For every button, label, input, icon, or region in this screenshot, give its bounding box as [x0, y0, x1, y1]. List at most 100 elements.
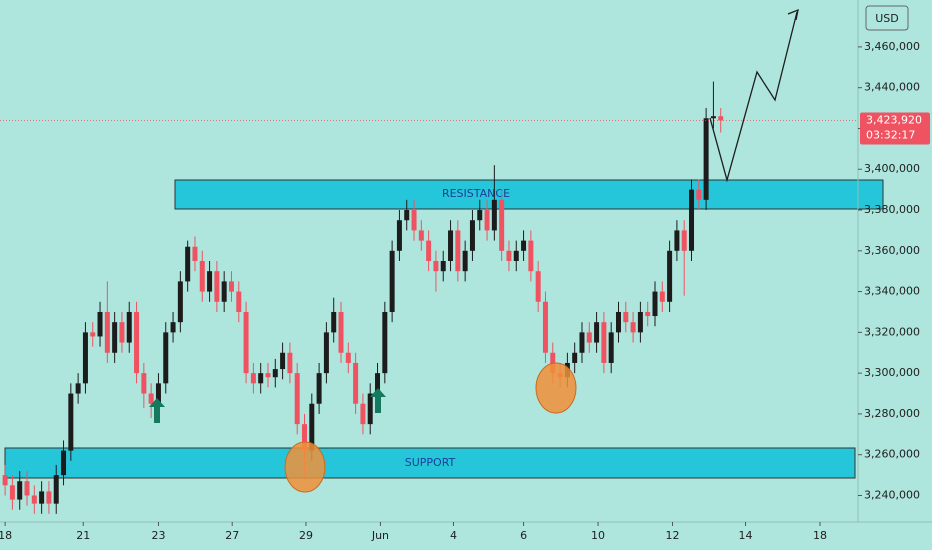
- arrow-up: [149, 398, 165, 423]
- candle-body: [404, 210, 410, 221]
- currency: USD: [875, 12, 899, 25]
- candle-body: [652, 291, 658, 317]
- candle-body: [382, 311, 388, 374]
- x-tick-label: 4: [450, 529, 457, 542]
- candle-body: [243, 311, 249, 374]
- candle-body: [170, 322, 176, 333]
- candle-body: [367, 393, 373, 425]
- y-tick-label: 3,460,000: [864, 40, 920, 53]
- candle-body: [2, 475, 8, 486]
- candle-body: [710, 116, 716, 119]
- x-tick-label: 18: [0, 529, 12, 542]
- candle-body: [681, 230, 687, 251]
- candle-body: [265, 373, 271, 378]
- candle-body: [68, 393, 74, 451]
- candle-body: [477, 210, 483, 221]
- candle-body: [250, 373, 256, 384]
- candle-body: [579, 332, 585, 353]
- candle-body: [615, 311, 621, 333]
- candle-body: [53, 475, 59, 504]
- projection-head: [787, 8, 799, 21]
- circle: [284, 441, 326, 493]
- candle-body: [141, 373, 147, 394]
- candle-body: [513, 250, 519, 261]
- candle-body: [389, 250, 395, 312]
- candle-body: [75, 383, 81, 394]
- candle-body: [199, 261, 205, 292]
- candle-body: [309, 403, 315, 451]
- candle-body: [316, 373, 322, 404]
- candle-body: [221, 281, 227, 302]
- candle-body: [46, 491, 52, 504]
- last-price: 3,423,920: [866, 113, 922, 126]
- candle-body: [177, 281, 183, 323]
- x-tick-label: 14: [739, 529, 753, 542]
- candle-body: [331, 311, 337, 333]
- candle-body: [630, 322, 636, 333]
- candle-body: [155, 383, 161, 404]
- candle-body: [104, 311, 110, 353]
- candle-body: [696, 189, 702, 200]
- candle-body: [82, 332, 88, 384]
- y-tick-label: 3,320,000: [864, 325, 920, 338]
- candle-body: [418, 230, 424, 241]
- candle-body: [301, 424, 307, 451]
- candles: [2, 81, 724, 514]
- price-box: [860, 112, 930, 145]
- candle-body: [192, 246, 198, 261]
- candle-body: [163, 332, 169, 384]
- x-tick-label: 29: [299, 529, 313, 542]
- y-tick-label: 3,260,000: [864, 448, 920, 461]
- candle-body: [718, 116, 724, 121]
- candle-body: [594, 322, 600, 343]
- candle-body: [17, 481, 23, 500]
- candle-body: [535, 271, 541, 302]
- y-tick-label: 3,300,000: [864, 366, 920, 379]
- y-tick-label: 3,240,000: [864, 488, 920, 501]
- candle-body: [90, 332, 96, 337]
- candle-body: [645, 311, 651, 317]
- x-tick-label: 18: [813, 529, 827, 542]
- currency-box: [865, 5, 909, 31]
- candle-body: [323, 332, 329, 374]
- candle-body: [440, 261, 446, 272]
- candle-body: [126, 311, 132, 343]
- resistance-label: RESISTANCE: [442, 187, 510, 200]
- candle-body: [426, 240, 432, 261]
- candle-body: [119, 322, 125, 343]
- candle-body: [521, 240, 527, 251]
- candle-body: [236, 291, 242, 312]
- candle-body: [491, 199, 497, 231]
- candle-body: [411, 210, 417, 231]
- candle-body: [112, 322, 118, 353]
- candle-body: [674, 230, 680, 251]
- candle-body: [455, 230, 461, 272]
- candle-body: [462, 250, 468, 272]
- resistance-zone: [174, 179, 884, 210]
- y-tick-label: 3,360,000: [864, 244, 920, 257]
- candle-body: [542, 301, 548, 353]
- candle-body: [272, 369, 278, 378]
- candle-body: [703, 118, 709, 200]
- x-tick-label: 6: [520, 529, 527, 542]
- candle-body: [9, 485, 15, 500]
- x-tick-label: 27: [225, 529, 239, 542]
- x-tick-label: 23: [151, 529, 165, 542]
- y-tick-label: 3,440,000: [864, 81, 920, 94]
- y-tick-label: 3,280,000: [864, 407, 920, 420]
- candle-body: [345, 352, 351, 363]
- arrow-up: [370, 388, 386, 413]
- x-tick-label: 12: [666, 529, 680, 542]
- candle-body: [375, 373, 381, 394]
- support-zone: [4, 447, 856, 479]
- support-label: SUPPORT: [405, 456, 456, 469]
- candle-body: [623, 311, 629, 323]
- candle-body: [148, 393, 154, 404]
- candle-body: [667, 250, 673, 302]
- candle-body: [360, 403, 366, 425]
- candle-body: [61, 450, 67, 476]
- x-tick-label: Jun: [371, 529, 389, 542]
- candle-body: [280, 352, 286, 370]
- candle-body: [214, 271, 220, 302]
